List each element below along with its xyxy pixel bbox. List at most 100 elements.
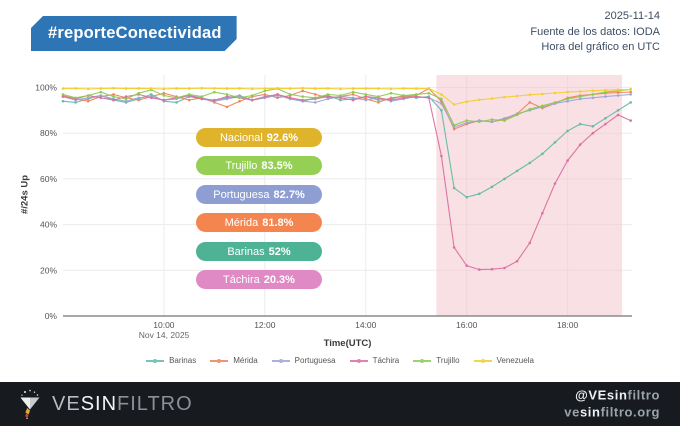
- series-marker-Trujillo: [389, 91, 393, 95]
- series-marker-Venezuela: [61, 87, 65, 90]
- report-meta: 2025-11-14 Fuente de los datos: IODA Hor…: [530, 9, 660, 56]
- series-marker-Barinas: [541, 152, 544, 156]
- series-line-Venezuela: [62, 87, 631, 105]
- series-marker-Trujillo: [213, 90, 216, 94]
- series-marker-Barinas: [515, 169, 519, 173]
- series-marker-Venezuela: [301, 86, 305, 90]
- series-marker-Táchira: [566, 159, 569, 162]
- series-marker-Táchira: [553, 182, 557, 185]
- series-marker-Mérida: [263, 93, 267, 96]
- series-marker-Portuguesa: [629, 93, 632, 96]
- series-marker-Trujillo: [503, 119, 506, 122]
- brand-ve: VE: [52, 393, 81, 415]
- series-marker-Barinas: [440, 109, 443, 112]
- series-marker-Táchira: [389, 98, 393, 102]
- series-marker-Mérida: [452, 127, 456, 131]
- series-marker-Trujillo: [175, 96, 178, 100]
- series-marker-Trujillo: [427, 91, 431, 95]
- url-pre: ve: [564, 404, 580, 419]
- x-tick-label: 14:00: [355, 320, 377, 330]
- series-marker-Barinas: [465, 195, 469, 199]
- series-marker-Venezuela: [402, 87, 405, 90]
- stat-pill-tachira: Táchira 20.3%: [196, 270, 322, 289]
- series-marker-Trujillo: [162, 94, 166, 97]
- legend-label: Venezuela: [496, 356, 534, 365]
- series-marker-Venezuela: [150, 87, 153, 90]
- series-marker-Portuguesa: [225, 97, 229, 101]
- series-marker-Venezuela: [112, 86, 115, 90]
- x-tick-label: 18:00: [557, 320, 579, 330]
- series-marker-Venezuela: [629, 88, 632, 91]
- series-marker-Trujillo: [591, 93, 595, 96]
- series-marker-Táchira: [440, 154, 443, 158]
- pill-label: Nacional: [219, 131, 263, 144]
- brand-logo: VESINFILTRO: [19, 382, 193, 426]
- series-marker-Venezuela: [389, 87, 393, 91]
- trujillo-line-swatch-icon: [413, 358, 432, 363]
- series-marker-Venezuela: [364, 87, 368, 90]
- legend-item-merida[interactable]: Mérida: [210, 356, 258, 365]
- series-marker-Táchira: [452, 246, 456, 249]
- series-marker-Trujillo: [452, 123, 456, 127]
- series-marker-Táchira: [351, 98, 355, 102]
- series-marker-Portuguesa: [604, 95, 607, 98]
- legend-item-portuguesa[interactable]: Portuguesa: [271, 356, 336, 365]
- series-marker-Barinas: [566, 129, 569, 133]
- brand-sin: SIN: [80, 393, 118, 415]
- series-marker-Barinas: [503, 177, 506, 181]
- series-marker-Trujillo: [402, 94, 405, 97]
- y-tick-label: 100%: [35, 83, 57, 93]
- series-marker-Venezuela: [604, 88, 607, 92]
- series-marker-Mérida: [389, 96, 393, 100]
- series-marker-Venezuela: [553, 91, 557, 95]
- series-marker-Portuguesa: [314, 101, 317, 104]
- pill-value: 82.7%: [273, 188, 305, 201]
- series-marker-Barinas: [339, 98, 342, 102]
- series-marker-Trujillo: [528, 107, 532, 111]
- series-marker-Portuguesa: [591, 96, 595, 100]
- twitter-handle-link[interactable]: @VEsinfiltro: [564, 388, 660, 405]
- series-marker-Venezuela: [162, 87, 166, 91]
- series-marker-Trujillo: [377, 95, 380, 98]
- series-marker-Barinas: [604, 117, 607, 120]
- series-line-Trujillo: [62, 88, 631, 126]
- series-marker-Portuguesa: [364, 98, 368, 102]
- series-marker-Trujillo: [326, 93, 330, 96]
- series-marker-Trujillo: [187, 93, 191, 96]
- series-line-Táchira: [62, 93, 631, 271]
- url-muted: filtro.org: [600, 404, 660, 419]
- series-marker-Mérida: [137, 98, 140, 102]
- legend-item-trujillo[interactable]: Trujillo: [413, 356, 460, 365]
- series-marker-Barinas: [528, 161, 532, 165]
- series-marker-Barinas: [616, 109, 620, 112]
- legend-item-tachira[interactable]: Táchira: [349, 356, 400, 365]
- series-marker-Venezuela: [137, 87, 140, 90]
- series-marker-Táchira: [276, 93, 279, 96]
- y-tick-label: 40%: [40, 220, 57, 230]
- series-marker-Portuguesa: [351, 96, 355, 100]
- series-marker-Mérida: [377, 101, 380, 104]
- pill-label: Barinas: [227, 245, 265, 258]
- stat-pill-trujillo: Trujillo 83.5%: [196, 156, 322, 175]
- legend-label: Táchira: [372, 356, 400, 365]
- series-marker-Mérida: [187, 98, 191, 102]
- series-marker-Venezuela: [465, 100, 469, 103]
- pill-label: Trujillo: [225, 159, 258, 172]
- series-marker-Trujillo: [566, 97, 569, 101]
- pill-value: 20.3%: [263, 273, 295, 286]
- series-marker-Táchira: [402, 96, 405, 100]
- series-marker-Táchira: [301, 98, 305, 102]
- series-marker-Trujillo: [263, 89, 267, 93]
- legend-item-venezuela[interactable]: Venezuela: [473, 356, 534, 365]
- series-marker-Trujillo: [478, 120, 481, 124]
- series-marker-Trujillo: [61, 93, 65, 96]
- legend-label: Portuguesa: [294, 356, 336, 365]
- legend-item-barinas[interactable]: Barinas: [146, 356, 196, 365]
- series-marker-Trujillo: [288, 93, 292, 96]
- series-marker-Táchira: [364, 95, 368, 98]
- series-marker-Trujillo: [301, 95, 305, 98]
- tachira-line-swatch-icon: [349, 358, 368, 363]
- series-marker-Mérida: [225, 105, 229, 109]
- website-link[interactable]: vesinfiltro.org: [564, 404, 660, 421]
- series-marker-Táchira: [225, 95, 229, 98]
